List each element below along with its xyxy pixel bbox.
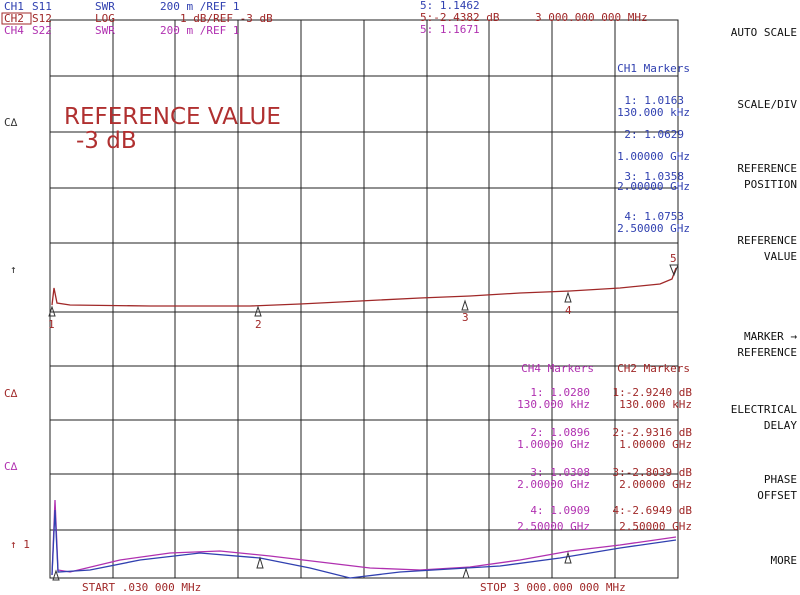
softkey-panel: AUTO SCALE SCALE/DIV REFERENCE POSITION R…	[731, 26, 798, 567]
softkey[interactable]: ELECTRICAL DELAY	[731, 403, 798, 432]
format: SWR	[95, 24, 115, 37]
channel-header: CH1 S11 SWR 200 m /REF 1 CH2 S12 LOG 1 d…	[1, 0, 648, 37]
marker-number: 3	[462, 311, 469, 324]
start-frequency: START .030 000 MHz	[82, 581, 201, 594]
marker-value: 4: 1.0753	[624, 210, 684, 223]
side-label: C∆	[4, 387, 18, 400]
marker-freq: 130.000 kHz	[517, 398, 590, 411]
channel: CH4	[4, 24, 24, 37]
marker-value: 3: 1.0358	[624, 170, 684, 183]
parameter: S22	[32, 24, 52, 37]
banner-line: -3 dB	[76, 128, 137, 154]
marker-freq: 2.00000 GHz	[619, 478, 692, 491]
softkey[interactable]: AUTO SCALE	[731, 26, 797, 39]
softkey[interactable]: REFERENCE VALUE	[737, 234, 797, 263]
banner-line: REFERENCE VALUE	[64, 104, 281, 130]
marker-list-title: CH2 Markers	[617, 362, 690, 375]
softkey-line: VALUE	[764, 250, 797, 263]
readout: 3 000.000 000 MHz	[535, 11, 648, 24]
softkey-line: MARKER →	[744, 330, 797, 343]
marker-value: 2: 1.0896	[530, 426, 590, 439]
softkey-line: REFERENCE	[737, 162, 797, 175]
marker-value: 4: 1.0909	[530, 504, 590, 517]
marker-freq: 2.00000 GHz	[517, 478, 590, 491]
marker-number: 1	[48, 318, 55, 331]
marker-triangles	[48, 264, 679, 581]
parameter: S12	[32, 12, 52, 25]
marker-value: 1:-2.9240 dB	[613, 386, 693, 399]
marker-list-title: CH1 Markers	[617, 62, 690, 75]
side-label: C∆	[4, 116, 18, 129]
side-label: ↑ 1	[10, 538, 30, 551]
marker-value: 2:-2.9316 dB	[613, 426, 693, 439]
marker-freq: 130.000 kHz	[619, 398, 692, 411]
marker-freq: 2.50000 GHz	[517, 520, 590, 533]
marker-number: 4	[565, 304, 572, 317]
scale: 200 m /REF 1	[160, 24, 239, 37]
marker-freq: 130.000 kHz	[617, 106, 690, 119]
side-labels: C∆ ↑ C∆ C∆ ↑ 1	[4, 116, 30, 551]
softkey-line: ELECTRICAL	[731, 403, 798, 416]
readout: 5:-2.4382 dB	[420, 11, 500, 24]
readout: 5: 1.1671	[420, 23, 480, 36]
scale: 200 m /REF 1	[160, 0, 239, 13]
softkey[interactable]: MORE	[771, 554, 798, 567]
marker-value: 3: 1.0308	[530, 466, 590, 479]
softkey-line: POSITION	[744, 178, 797, 191]
softkey-line: REFERENCE	[737, 234, 797, 247]
ch1-marker-list: CH1 Markers 1: 1.0163 130.000 kHz 2: 1.0…	[617, 62, 690, 235]
softkey[interactable]: SCALE/DIV	[737, 98, 797, 111]
softkey-line: OFFSET	[757, 489, 797, 502]
channel: CH2	[4, 12, 24, 25]
softkey-line: REFERENCE	[737, 346, 797, 359]
softkey[interactable]: PHASE OFFSET	[757, 473, 797, 502]
side-label: ↑	[10, 263, 17, 276]
ch2-trace	[51, 509, 677, 579]
stop-frequency: STOP 3 000.000 000 MHz	[480, 581, 626, 594]
marker-labels: 1 2 3 4 5	[48, 252, 677, 331]
parameter: S11	[32, 0, 52, 13]
softkey-line: DELAY	[764, 419, 797, 432]
marker-list-title: CH4 Markers	[521, 362, 594, 375]
format: SWR	[95, 0, 115, 13]
marker-freq: 1.00000 GHz	[617, 150, 690, 163]
marker-number: 2	[255, 318, 262, 331]
softkey-line: PHASE	[764, 473, 797, 486]
softkey[interactable]: REFERENCE POSITION	[737, 162, 797, 191]
format: LOG	[95, 12, 115, 25]
marker-freq: 1.00000 GHz	[517, 438, 590, 451]
graticule	[49, 19, 679, 579]
marker-value: 3:-2.8039 dB	[613, 466, 693, 479]
marker-freq: 2.00000 GHz	[617, 180, 690, 193]
readout: 5: 1.1462	[420, 0, 480, 12]
softkey[interactable]: MARKER → REFERENCE	[737, 330, 797, 359]
ch1-trace	[51, 267, 677, 307]
banner: REFERENCE VALUE -3 dB	[64, 104, 281, 154]
marker-freq: 1.00000 GHz	[619, 438, 692, 451]
marker-value: 1: 1.0280	[530, 386, 590, 399]
side-label: C∆	[4, 460, 18, 473]
marker-value: 2: 1.0629	[624, 128, 684, 141]
scale: 1 dB/REF -3 dB	[180, 12, 273, 25]
active-channel-box	[1, 12, 32, 25]
channel: CH1	[4, 0, 24, 13]
marker-number: 5	[670, 252, 677, 265]
marker-freq: 2.50000 GHz	[619, 520, 692, 533]
marker-value: 4:-2.6949 dB	[613, 504, 693, 517]
marker-freq: 2.50000 GHz	[617, 222, 690, 235]
ch4-ch2-marker-list: CH4 Markers CH2 Markers 1: 1.0280 130.00…	[517, 362, 692, 533]
marker-value: 1: 1.0163	[624, 94, 684, 107]
